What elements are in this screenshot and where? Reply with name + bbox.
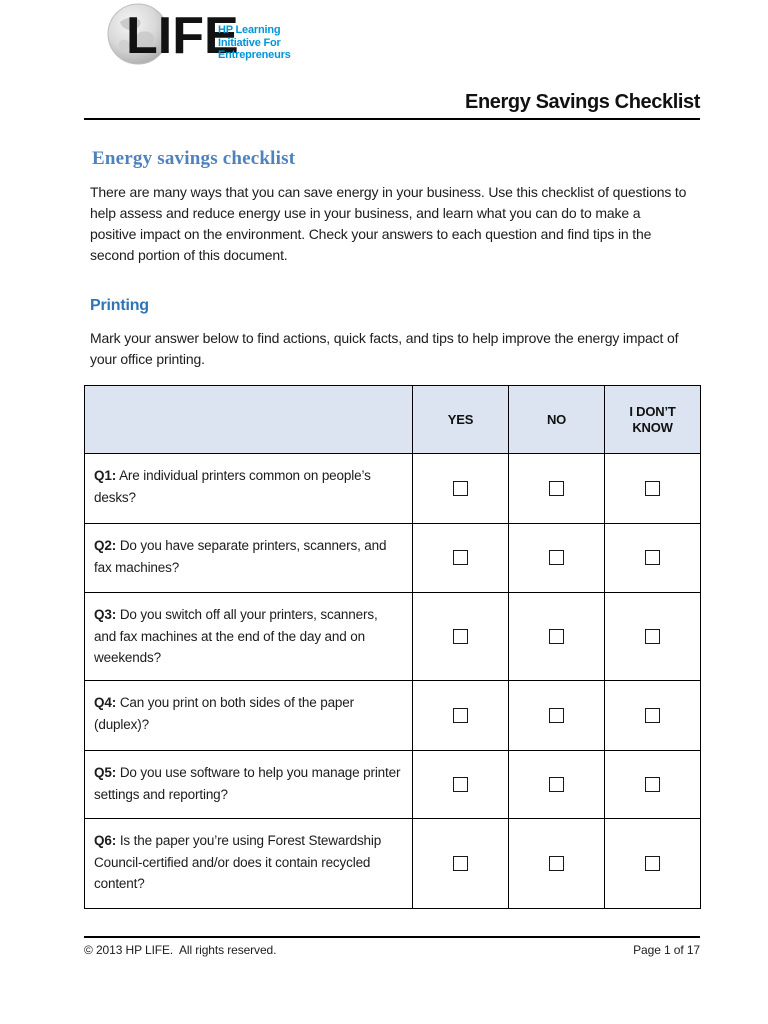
- table-row: Q4: Can you print on both sides of the p…: [84, 680, 701, 751]
- answer-cell-yes: [412, 453, 509, 524]
- checkbox-dont-know[interactable]: [645, 480, 660, 496]
- logo-life-text: LIFE: [126, 7, 239, 65]
- footer-page-number: Page 1 of 17: [633, 943, 700, 957]
- answer-cell-dont-know: [604, 523, 701, 593]
- checkbox-no[interactable]: [549, 550, 564, 566]
- question-text: Do you use software to help you manage p…: [94, 765, 401, 802]
- checkbox-yes[interactable]: [453, 776, 468, 792]
- header-cell-no: NO: [508, 385, 605, 454]
- question-cell: Q1: Are individual printers common on pe…: [84, 453, 413, 524]
- checkbox-no[interactable]: [549, 480, 564, 496]
- footer-copyright: © 2013 HP LIFE. All rights reserved.: [84, 943, 277, 957]
- answer-cell-yes: [412, 680, 509, 751]
- question-cell: Q2: Do you have separate printers, scann…: [84, 523, 413, 593]
- question-id: Q6:: [94, 833, 117, 848]
- question-id: Q5:: [94, 765, 117, 780]
- table-row: Q6: Is the paper you’re using Forest Ste…: [84, 818, 701, 909]
- question-text: Is the paper you’re using Forest Steward…: [94, 833, 382, 891]
- question-cell: Q4: Can you print on both sides of the p…: [84, 680, 413, 751]
- checkbox-dont-know[interactable]: [645, 550, 660, 566]
- checkbox-no[interactable]: [549, 707, 564, 723]
- header-cell-yes: YES: [412, 385, 509, 454]
- hp-life-logo: LIFE HP Learning Initiative For Entrepre…: [106, 2, 316, 74]
- checkbox-no[interactable]: [549, 628, 564, 644]
- checkbox-no[interactable]: [549, 855, 564, 871]
- logo-tagline-line3: Entrepreneurs: [218, 49, 291, 61]
- globe-icon: [106, 2, 170, 71]
- section-heading-printing: Printing: [90, 297, 149, 314]
- document-footer: © 2013 HP LIFE. All rights reserved. Pag…: [84, 936, 700, 957]
- answer-cell-no: [508, 818, 605, 909]
- question-id: Q2:: [94, 538, 117, 553]
- answer-cell-no: [508, 523, 605, 593]
- question-id: Q1:: [94, 468, 117, 483]
- answer-cell-no: [508, 592, 605, 681]
- question-cell: Q3: Do you switch off all your printers,…: [84, 592, 413, 681]
- question-text: Can you print on both sides of the paper…: [94, 695, 354, 732]
- table-row: Q3: Do you switch off all your printers,…: [84, 592, 701, 681]
- logo-tagline-line1: HP Learning: [218, 24, 281, 36]
- answer-cell-dont-know: [604, 750, 701, 819]
- question-text: Do you switch off all your printers, sca…: [94, 607, 378, 665]
- intro-heading: Energy savings checklist: [92, 148, 296, 169]
- answer-cell-yes: [412, 523, 509, 593]
- checklist-table: YES NO I DON’T KNOW Q1: Are individual p…: [84, 385, 701, 909]
- question-id: Q3:: [94, 607, 117, 622]
- answer-cell-no: [508, 680, 605, 751]
- answer-cell-no: [508, 453, 605, 524]
- checkbox-dont-know[interactable]: [645, 628, 660, 644]
- answer-cell-dont-know: [604, 453, 701, 524]
- intro-paragraph: There are many ways that you can save en…: [90, 184, 687, 263]
- checkbox-no[interactable]: [549, 776, 564, 792]
- checkbox-dont-know[interactable]: [645, 707, 660, 723]
- checklist-table-body: Q1: Are individual printers common on pe…: [84, 453, 701, 909]
- answer-cell-dont-know: [604, 818, 701, 909]
- answer-cell-dont-know: [604, 680, 701, 751]
- checkbox-dont-know[interactable]: [645, 776, 660, 792]
- logo-tagline-line2: Initiative For: [218, 36, 281, 49]
- question-id: Q4:: [94, 695, 117, 710]
- checkbox-yes[interactable]: [453, 628, 468, 644]
- answer-cell-dont-know: [604, 592, 701, 681]
- checkbox-yes[interactable]: [453, 550, 468, 566]
- question-text: Do you have separate printers, scanners,…: [94, 538, 387, 575]
- answer-cell-yes: [412, 592, 509, 681]
- question-cell: Q5: Do you use software to help you mana…: [84, 750, 413, 819]
- question-cell: Q6: Is the paper you’re using Forest Ste…: [84, 818, 413, 909]
- document-header: LIFE HP Learning Initiative For Entrepre…: [84, 0, 700, 120]
- table-header-row: YES NO I DON’T KNOW: [84, 385, 701, 454]
- document-title: Energy Savings Checklist: [465, 91, 700, 113]
- checkbox-yes[interactable]: [453, 707, 468, 723]
- answer-cell-no: [508, 750, 605, 819]
- checkbox-dont-know[interactable]: [645, 855, 660, 871]
- answer-cell-yes: [412, 750, 509, 819]
- section-paragraph: Mark your answer below to find actions, …: [90, 330, 679, 367]
- table-row: Q2: Do you have separate printers, scann…: [84, 523, 701, 593]
- checkbox-yes[interactable]: [453, 480, 468, 496]
- header-cell-dont-know: I DON’T KNOW: [604, 385, 701, 454]
- header-cell-question: [84, 385, 413, 454]
- question-text: Are individual printers common on people…: [94, 468, 371, 505]
- answer-cell-yes: [412, 818, 509, 909]
- table-row: Q5: Do you use software to help you mana…: [84, 750, 701, 819]
- table-row: Q1: Are individual printers common on pe…: [84, 453, 701, 524]
- logo-tagline: HP Learning Initiative For Entrepreneurs: [218, 24, 291, 62]
- checkbox-yes[interactable]: [453, 855, 468, 871]
